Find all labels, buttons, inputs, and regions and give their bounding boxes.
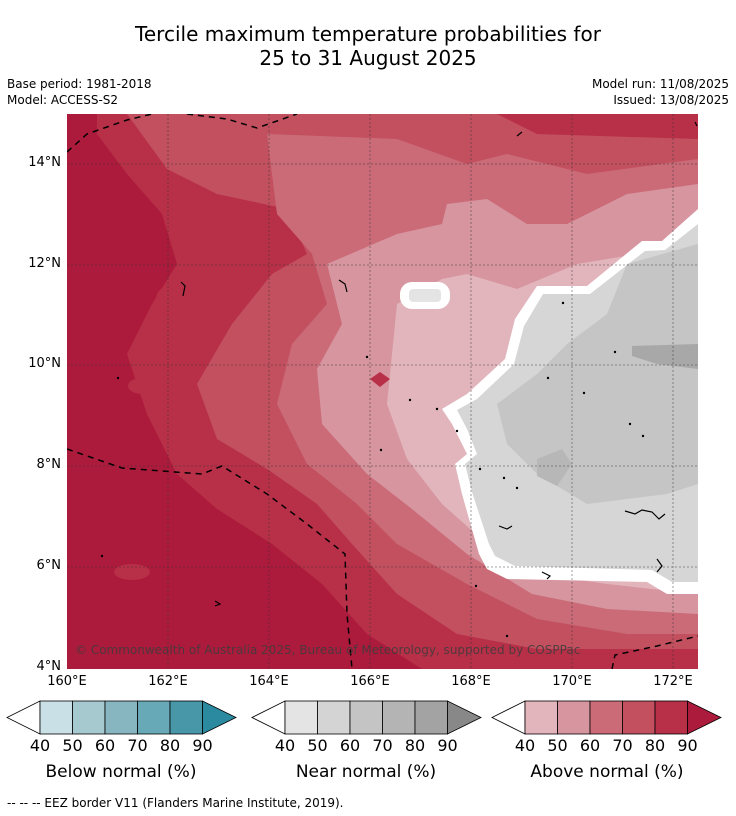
legend-below-swatch-40-50 — [39, 700, 73, 735]
legend-below-tick-60: 60 — [94, 736, 116, 755]
legend-above-swatch-40-50 — [524, 700, 558, 735]
meta-right: Model run: 11/08/2025 Issued: 13/08/2025 — [592, 76, 729, 108]
near-normal-island-fill — [409, 289, 441, 302]
lat-label-8n: 8°N — [36, 457, 62, 472]
map-title: Tercile maximum temperature probabilitie… — [0, 22, 736, 70]
legend-below-swatch-under-40 — [6, 700, 41, 735]
legend-below-swatch-50-60 — [72, 700, 106, 735]
legend-near-tick-90: 90 — [437, 736, 458, 755]
legend-above-tick-90: 90 — [677, 736, 698, 755]
lat-label-4n: 4°N — [36, 659, 62, 674]
lon-label-166e: 166°E — [350, 674, 390, 689]
legend-below-swatch-over-90 — [202, 700, 237, 735]
legend-above-title: Above normal (%) — [530, 762, 684, 782]
legend-near-tick-80: 80 — [404, 736, 426, 755]
gridlines — [67, 114, 698, 669]
legend-below-swatch-80-90 — [169, 700, 203, 735]
patch-dark-1 — [156, 285, 188, 313]
title-line-2: 25 to 31 August 2025 — [259, 46, 477, 70]
legend-near-swatch-60-70 — [349, 700, 383, 735]
probability-map: © Commonwealth of Australia 2025, Bureau… — [67, 114, 698, 669]
legend-near-swatch-under-40 — [251, 700, 286, 735]
legend-near-normal — [251, 700, 483, 736]
near-normal-70 — [632, 344, 698, 369]
legend-above-swatch-70-80 — [622, 700, 656, 735]
patch-dark-3 — [114, 564, 150, 580]
lon-label-172e: 172°E — [653, 674, 693, 689]
legend-above-tick-70: 70 — [612, 736, 633, 755]
patch-dark-2 — [128, 378, 156, 394]
legend-above-swatch-under-40 — [491, 700, 526, 735]
legend-near-swatch-40-50 — [284, 700, 318, 735]
legend-below-swatch-70-80 — [137, 700, 171, 735]
lon-label-160e: 160°E — [47, 674, 87, 689]
legend-near-tick-50: 50 — [307, 736, 328, 755]
legend-above-normal — [491, 700, 723, 736]
lon-label-168e: 168°E — [451, 674, 491, 689]
legend-below-tick-70: 70 — [127, 736, 148, 755]
legend-near-title: Near normal (%) — [295, 762, 437, 782]
legend-near-swatch-over-90 — [447, 700, 482, 735]
legend-below-swatch-60-70 — [104, 700, 138, 735]
lon-label-164e: 164°E — [249, 674, 289, 689]
legend-above-tick-50: 50 — [547, 736, 568, 755]
near-normal-60 — [537, 449, 572, 486]
legend-near-tick-40: 40 — [274, 736, 296, 755]
legend-near-tick-60: 60 — [339, 736, 361, 755]
eez-borders — [67, 114, 698, 669]
patch-dark-4 — [370, 372, 390, 387]
legend-above-tick-40: 40 — [514, 736, 536, 755]
legend-below-tick-80: 80 — [159, 736, 181, 755]
map-canvas — [67, 114, 698, 669]
title-line-1: Tercile maximum temperature probabilitie… — [135, 22, 601, 46]
lat-label-10n: 10°N — [28, 356, 61, 371]
legend-below-title: Below normal (%) — [45, 762, 197, 782]
legend-above-swatch-50-60 — [557, 700, 591, 735]
legend-near-swatch-80-90 — [414, 700, 448, 735]
meta-left: Base period: 1981-2018 Model: ACCESS-S2 — [7, 76, 152, 108]
lat-label-6n: 6°N — [36, 558, 62, 573]
legend-below-tick-90: 90 — [192, 736, 213, 755]
legend-near-tick-70: 70 — [372, 736, 393, 755]
eez-footnote: -- -- -- EEZ border V11 (Flanders Marine… — [7, 796, 344, 810]
legend-above-swatch-60-70 — [589, 700, 623, 735]
legend-below-tick-50: 50 — [62, 736, 83, 755]
model-name: Model: ACCESS-S2 — [7, 93, 119, 107]
legend-above-swatch-80-90 — [654, 700, 688, 735]
legend-below-tick-40: 40 — [29, 736, 51, 755]
lon-label-162e: 162°E — [148, 674, 188, 689]
near-normal-50 — [497, 244, 698, 504]
legend-near-swatch-50-60 — [317, 700, 351, 735]
lat-label-12n: 12°N — [28, 256, 61, 271]
legend-above-tick-80: 80 — [644, 736, 666, 755]
lon-label-170e: 170°E — [552, 674, 592, 689]
legend-below-normal — [6, 700, 238, 736]
model-run: Model run: 11/08/2025 — [591, 77, 729, 91]
base-period: Base period: 1981-2018 — [7, 77, 152, 91]
island-dots — [100, 301, 645, 638]
issued-date: Issued: 13/08/2025 — [613, 93, 729, 107]
lat-label-14n: 14°N — [28, 155, 61, 170]
legend-near-swatch-70-80 — [382, 700, 416, 735]
island-outlines — [180, 121, 698, 607]
copyright-notice: © Commonwealth of Australia 2025, Bureau… — [75, 643, 581, 657]
legend-above-tick-60: 60 — [579, 736, 601, 755]
legend-above-swatch-over-90 — [687, 700, 722, 735]
